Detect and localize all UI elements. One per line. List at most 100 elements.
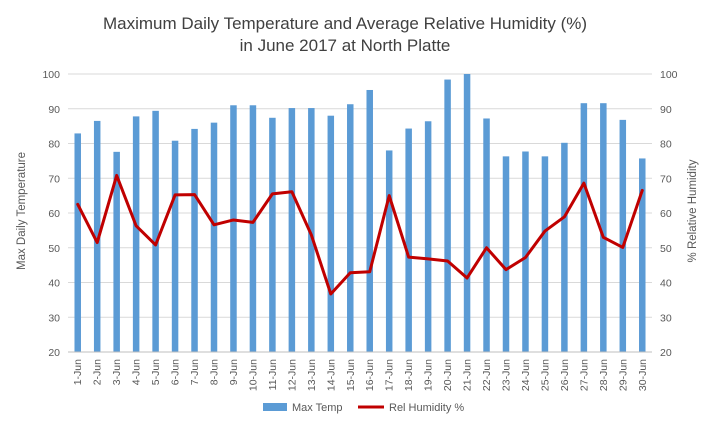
point-rel-humidity: [135, 225, 137, 227]
x-tick-label: 13-Jun: [306, 359, 318, 391]
bar-max-temp: [249, 105, 257, 353]
point-rel-humidity: [505, 269, 507, 271]
x-tick-label: 18-Jun: [403, 359, 415, 391]
bar-max-temp: [210, 122, 218, 353]
bar-max-temp: [327, 115, 335, 352]
x-tick-label: 3-Jun: [111, 359, 123, 385]
legend: Max Temp Rel Humidity %: [263, 402, 464, 414]
left-tick-label: 30: [48, 312, 60, 324]
right-tick-label: 50: [660, 243, 672, 255]
left-tick-label: 50: [48, 243, 60, 255]
bar-max-temp: [152, 110, 159, 353]
right-tick-label: 30: [660, 312, 672, 324]
x-tick-label: 28-Jun: [598, 359, 610, 391]
right-tick-label: 80: [660, 139, 672, 151]
bar-max-temp: [288, 108, 296, 353]
point-rel-humidity: [96, 241, 98, 244]
point-rel-humidity: [622, 246, 624, 249]
point-rel-humidity: [271, 193, 273, 195]
x-tick-label: 10-Jun: [247, 359, 259, 391]
point-rel-humidity: [310, 234, 312, 236]
bar-max-temp: [541, 156, 549, 352]
point-rel-humidity: [193, 193, 196, 196]
point-rel-humidity: [174, 194, 176, 196]
chart-title-line-2: in June 2017 at North Platte: [240, 36, 451, 55]
bar-max-temp: [347, 104, 354, 352]
x-tick-label: 22-Jun: [481, 359, 493, 391]
left-tick-label: 40: [48, 278, 60, 290]
point-rel-humidity: [330, 293, 332, 295]
bar-max-temp: [93, 120, 101, 352]
bar-max-temp: [639, 158, 646, 352]
bar-series: [74, 74, 646, 353]
bar-max-temp: [113, 151, 120, 352]
x-tick-label: 21-Jun: [462, 359, 474, 391]
x-tick-label: 6-Jun: [170, 359, 182, 385]
x-tick-label: 27-Jun: [578, 359, 590, 391]
x-tick-label: 25-Jun: [539, 359, 551, 391]
line-rel-humidity: [76, 173, 644, 296]
point-rel-humidity: [116, 174, 118, 177]
gridlines: [68, 73, 652, 353]
bar-max-temp: [463, 74, 471, 352]
line-series: [76, 173, 644, 296]
point-rel-humidity: [213, 224, 215, 226]
point-rel-humidity: [349, 272, 351, 274]
x-tick-label: 2-Jun: [92, 359, 104, 385]
right-tick-label: 90: [660, 104, 672, 116]
bar-max-temp: [308, 108, 315, 353]
bar-max-temp: [366, 89, 373, 353]
bar-max-temp: [619, 119, 627, 353]
x-tick-label: 14-Jun: [325, 359, 337, 391]
x-tick-label: 4-Jun: [131, 359, 143, 385]
bar-max-temp: [230, 105, 237, 353]
point-rel-humidity: [388, 195, 390, 197]
bar-max-temp: [191, 128, 198, 352]
bar-max-temp: [483, 118, 490, 352]
bar-max-temp: [405, 128, 412, 352]
right-tick-label: 60: [660, 208, 672, 220]
x-tick-label: 26-Jun: [559, 359, 571, 391]
left-tick-label: 20: [48, 347, 60, 359]
point-rel-humidity: [544, 230, 546, 232]
point-rel-humidity: [524, 256, 527, 259]
x-tick-label: 5-Jun: [150, 359, 162, 385]
right-tick-label: 100: [660, 69, 678, 81]
x-tick-label: 17-Jun: [384, 359, 396, 391]
point-rel-humidity: [447, 260, 449, 262]
point-rel-humidity: [563, 216, 566, 218]
left-tick-label: 70: [48, 173, 60, 185]
x-tick-label: 16-Jun: [364, 359, 376, 391]
point-rel-humidity: [641, 189, 643, 192]
point-rel-humidity: [427, 258, 429, 260]
x-tick-label: 7-Jun: [189, 359, 201, 385]
point-rel-humidity: [466, 277, 468, 279]
x-tick-label: 8-Jun: [209, 359, 221, 385]
point-rel-humidity: [602, 236, 604, 238]
bar-max-temp: [269, 117, 276, 352]
bar-max-temp: [444, 79, 451, 352]
bar-max-temp: [502, 156, 510, 352]
right-tick-label: 40: [660, 278, 672, 290]
x-tick-label: 15-Jun: [345, 359, 357, 391]
bar-max-temp: [580, 103, 588, 352]
bar-max-temp: [171, 140, 179, 352]
legend-label-rel-humidity: Rel Humidity %: [389, 402, 464, 414]
bar-max-temp: [522, 151, 529, 352]
bar-max-temp: [600, 103, 607, 352]
bar-max-temp: [385, 150, 393, 352]
x-tick-label: 11-Jun: [267, 359, 279, 390]
bar-max-temp: [561, 142, 568, 352]
x-tick-label: 19-Jun: [423, 359, 435, 391]
point-rel-humidity: [155, 244, 157, 246]
x-tick-label: 9-Jun: [228, 359, 240, 385]
bar-max-temp: [132, 116, 140, 353]
bar-max-temp: [424, 121, 432, 352]
x-tick-label: 12-Jun: [286, 359, 298, 391]
x-tick-label: 29-Jun: [617, 359, 629, 391]
point-rel-humidity: [583, 182, 585, 184]
bar-max-temp: [74, 133, 81, 352]
legend-swatch-max-temp: [263, 403, 287, 411]
